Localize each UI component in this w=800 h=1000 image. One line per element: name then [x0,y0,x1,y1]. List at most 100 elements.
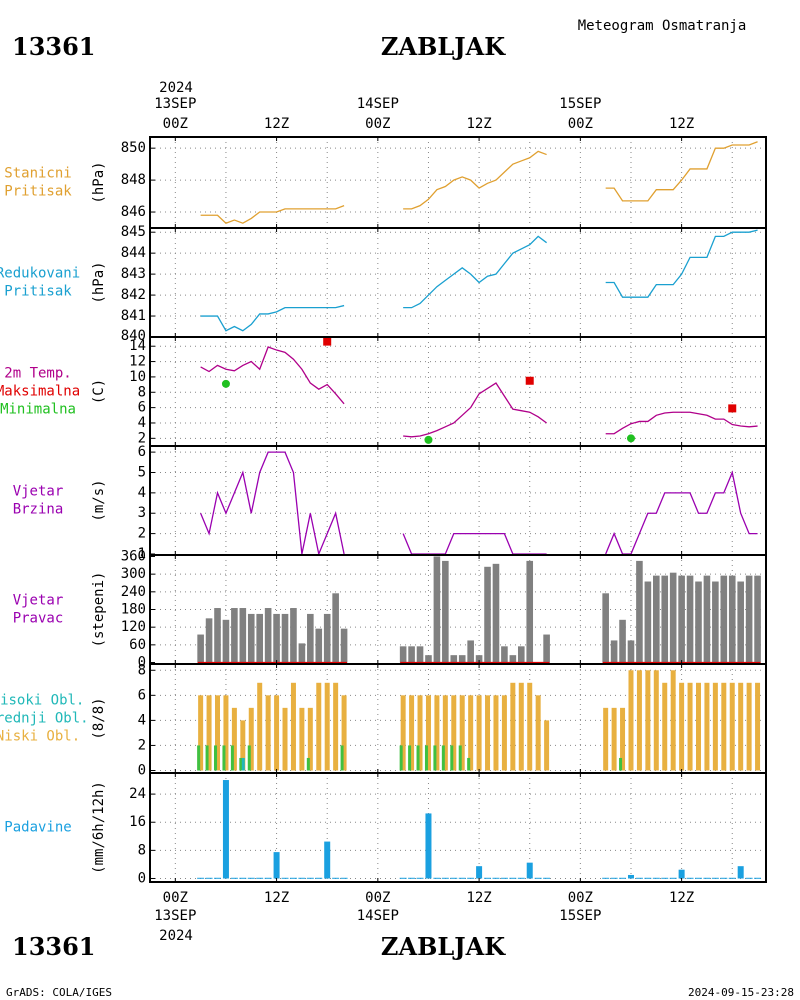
low-cloud-bar [653,670,659,771]
y-tick-label: 0 [138,870,146,886]
y-axis-label: (m/s) [91,479,107,521]
product-title: Meteogram Osmatranja [578,18,747,34]
wind-dir-bar [636,560,643,663]
bottom-hour-label: 00Z [568,890,593,906]
wind-dir-bar [290,608,297,663]
low-cloud-bar [459,695,465,771]
low-cloud-bar [425,695,431,771]
mid-cloud-bar [239,757,243,771]
wind-dir-bar [256,613,263,663]
precip-bar [635,877,643,879]
top-hour-label: 00Z [568,116,593,132]
wind-dir-bar [264,608,272,663]
wind-dir-bar [307,613,314,663]
min-temp-marker [221,379,230,388]
y-tick-label: 843 [121,266,146,282]
panel-pressure: 846 848 850 (hPa) Stanicni Pritisak [4,136,767,229]
wind-dir-bar [416,646,424,663]
wind-dir-bar [231,608,238,663]
y-tick-label: 3 [138,505,146,521]
precip-bar [467,877,475,879]
low-cloud-bar [434,695,440,771]
top-hour-label: 12Z [264,116,289,132]
y-tick-label: 5 [138,464,146,480]
low-cloud-bar [636,670,642,771]
panel-label: Vjetar [13,593,64,609]
precip-bar [619,877,627,879]
min-temp-marker [424,435,433,444]
panel-label: Stanicni [4,166,71,182]
precip-bar [324,841,331,879]
y-tick-label: 16 [129,814,146,830]
series-temperature [200,337,758,444]
low-cloud-bar [257,682,263,771]
wind-dir-bar [509,655,517,663]
y-tick-label: 845 [121,224,146,240]
low-cloud-bar [409,695,415,771]
low-cloud-bar [274,695,280,771]
panel-label: Niski Obl. [0,729,80,745]
series-precipitation [197,780,762,879]
low-cloud-bar [282,707,288,771]
precip-bar [644,877,652,879]
wind-dir-bar [484,566,491,663]
wind-dir-bar [703,575,711,663]
low-cloud-bar [628,670,634,771]
low-cloud-bar [662,682,668,771]
low-cloud-bar [712,682,718,771]
low-cloud-bar [704,682,710,771]
mid-cloud-bar [458,745,462,771]
precip-bar [728,877,736,879]
y-tick-label: 60 [129,637,146,653]
series-pressure [200,141,758,224]
reduced_pressure-line-2 [605,229,758,298]
mid-cloud-bar [230,745,234,771]
low-cloud-bar [333,682,339,771]
low-cloud-bar [738,682,744,771]
low-cloud-bar [223,695,229,771]
mid-cloud-bar [619,757,623,771]
y-tick-label: 4 [138,712,146,728]
y-tick-label: 300 [121,566,146,582]
y-tick-label: 0 [138,655,146,671]
low-cloud-bar [518,682,524,771]
mid-cloud-bar [416,745,420,771]
y-axis-label: (8/8) [91,697,107,739]
wind-dir-bar [450,655,458,663]
y-tick-label: 841 [121,308,146,324]
y-tick-label: 2 [138,737,146,753]
y-tick-label: 842 [121,287,146,303]
low-cloud-bar [485,695,491,771]
panel-label: Pravac [13,611,64,627]
low-cloud-bar [501,695,507,771]
timestamp-text: 2024-09-15-23:28 [688,986,794,999]
wind-dir-bar [501,646,508,663]
precip-bar [678,869,685,879]
bottom-day-label: 15SEP [559,908,601,924]
y-tick-label: 840 [121,328,146,344]
wind-dir-bar [433,556,441,663]
wind-dir-bar [661,575,669,663]
temperature-line-2 [605,411,758,435]
y-tick-label: 2 [138,526,146,542]
pressure-line-0 [200,205,345,224]
y-tick-label: 120 [121,619,146,635]
y-tick-label: 24 [129,786,146,802]
panel-label: 2m Temp. [4,366,71,382]
precip-bar [711,877,719,879]
wind-dir-bar [399,646,407,663]
precip-bar [247,877,255,879]
low-cloud-bar [248,707,254,771]
precip-bar [492,877,500,879]
panel-label: Brzina [13,502,64,518]
wind-dir-bar [720,575,728,663]
reduced_pressure-line-1 [403,235,547,309]
max-temp-marker [323,337,332,346]
wind_speed-line-1 [402,532,547,555]
bottom-hour-label: 00Z [163,890,188,906]
low-cloud-bar [695,682,701,771]
wind-dir-bar [517,646,525,663]
pressure-line-2 [605,141,758,202]
low-cloud-bar [611,707,617,771]
min-temp-marker [626,434,635,443]
